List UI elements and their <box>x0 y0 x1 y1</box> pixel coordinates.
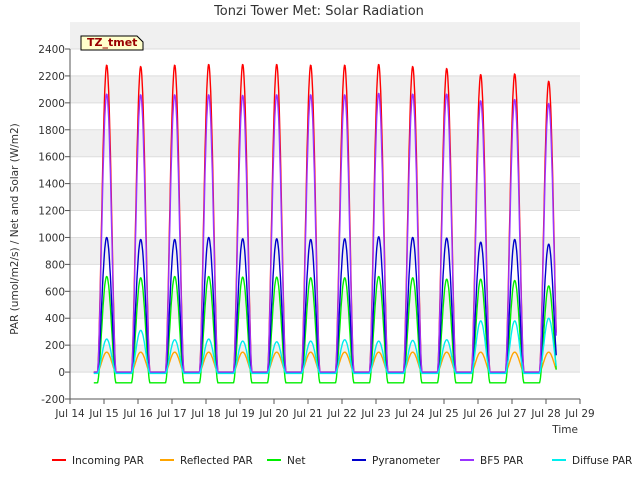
x-tick-label: Jul 23 <box>360 408 390 420</box>
grid-band <box>70 129 580 157</box>
legend-label-net: Net <box>287 455 305 467</box>
y-tick-label: 0 <box>58 367 65 379</box>
legend: Incoming PAR Reflected PAR Net Pyranometer B… <box>52 455 632 467</box>
x-tick-label: Jul 14 <box>54 408 85 420</box>
legend-label-bf5-par: BF5 PAR <box>480 455 523 467</box>
y-tick-label: 2000 <box>38 98 65 110</box>
plot-background <box>70 22 580 399</box>
y-tick-label: 1000 <box>38 232 65 244</box>
y-tick-label: 1400 <box>38 179 65 191</box>
x-axis-title: Time <box>551 424 578 436</box>
legend-label-diffuse-par: Diffuse PAR <box>572 455 632 467</box>
series-lines <box>93 63 557 384</box>
y-tick-label: 400 <box>45 313 65 325</box>
y-tick-label: 1200 <box>38 206 65 218</box>
grid-band <box>70 22 580 49</box>
site-label: TZ_tmet <box>87 36 137 49</box>
site-label-box: TZ_tmet <box>80 35 144 51</box>
x-tick-label: Jul 17 <box>156 408 186 420</box>
x-tick-label: Jul 21 <box>292 408 322 420</box>
y-axis-title: PAR (umol/m2/s) / Net and Solar (W/m2) <box>9 123 21 335</box>
legend-label-reflected-par: Reflected PAR <box>180 455 253 467</box>
x-tick-label: Jul 16 <box>122 408 153 420</box>
x-tick-label: Jul 18 <box>190 408 220 420</box>
plot-frame <box>69 49 580 400</box>
y-tick-label: 2400 <box>38 44 65 56</box>
plot-area <box>70 49 580 399</box>
y-tick-label: -200 <box>41 394 65 406</box>
grid-band <box>70 345 580 373</box>
grid-band <box>70 75 580 103</box>
x-tick-label: Jul 26 <box>462 408 493 420</box>
x-tick-label: Jul 29 <box>564 408 594 420</box>
y-tick-label: 600 <box>45 286 65 298</box>
y-tick-label: 2200 <box>38 71 65 83</box>
grid-band <box>70 237 580 265</box>
x-tick-label: Jul 24 <box>394 408 425 420</box>
x-tick-label: Jul 20 <box>258 408 288 420</box>
x-tick-label: Jul 28 <box>530 408 560 420</box>
y-tick-label: 1800 <box>38 125 65 137</box>
x-tick-label: Jul 22 <box>326 408 356 420</box>
grid-band <box>70 291 580 319</box>
legend-label-pyranometer: Pyranometer <box>372 455 441 467</box>
x-tick-label: Jul 25 <box>428 408 458 420</box>
series-line-diffuse-par <box>93 317 557 375</box>
y-tick-label: 200 <box>45 340 65 352</box>
x-tick-label: Jul 15 <box>88 408 118 420</box>
y-tick-label: 800 <box>45 259 65 271</box>
x-tick-label: Jul 19 <box>224 408 254 420</box>
ticks: -200 0 200 400 600 800 1000 1200 1400 1600 1800 200… <box>38 44 594 420</box>
legend-label-incoming-par: Incoming PAR <box>72 455 144 467</box>
y-tick-label: 1600 <box>38 152 65 164</box>
x-tick-label: Jul 27 <box>496 408 526 420</box>
chart-title: Tonzi Tower Met: Solar Radiation <box>213 4 424 19</box>
series-line-bf5-par <box>93 92 557 373</box>
series-line-net <box>93 275 557 384</box>
grid-band <box>70 183 580 211</box>
